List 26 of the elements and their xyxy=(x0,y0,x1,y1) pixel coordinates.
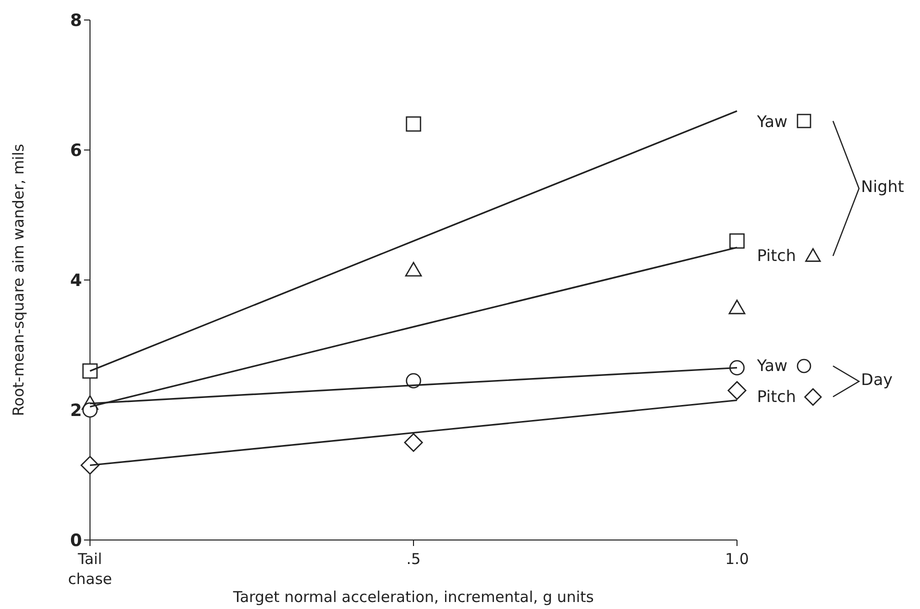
point xyxy=(82,363,98,379)
legend-label: Pitch xyxy=(757,387,796,406)
text: Night xyxy=(861,177,904,196)
point xyxy=(405,262,422,276)
point xyxy=(80,456,100,475)
y-tick-label: 2 xyxy=(70,401,82,422)
point xyxy=(729,360,745,376)
point xyxy=(406,116,422,132)
y-tick-label: 0 xyxy=(70,531,82,552)
x-tick-label: 1.0 xyxy=(725,550,749,568)
x-tick-label: .5 xyxy=(406,550,421,568)
x-axis-title: Target normal acceleration, incremental, g units xyxy=(232,588,594,606)
point xyxy=(728,300,746,314)
point xyxy=(404,433,423,452)
legend-label: Yaw xyxy=(757,356,788,376)
y-axis-title: Root-mean-square aim wander, mils xyxy=(9,144,28,416)
point xyxy=(729,233,745,249)
point xyxy=(82,402,98,418)
y-tick-label: 4 xyxy=(70,271,82,292)
text: Day xyxy=(861,370,893,390)
x-tick-label: Tail chase xyxy=(68,550,112,588)
legend-label: Yaw xyxy=(757,112,788,130)
point xyxy=(728,381,746,400)
legend-label: Pitch xyxy=(757,246,796,266)
y-tick-label: 6 xyxy=(70,141,82,162)
y-tick-label: 8 xyxy=(70,11,82,32)
